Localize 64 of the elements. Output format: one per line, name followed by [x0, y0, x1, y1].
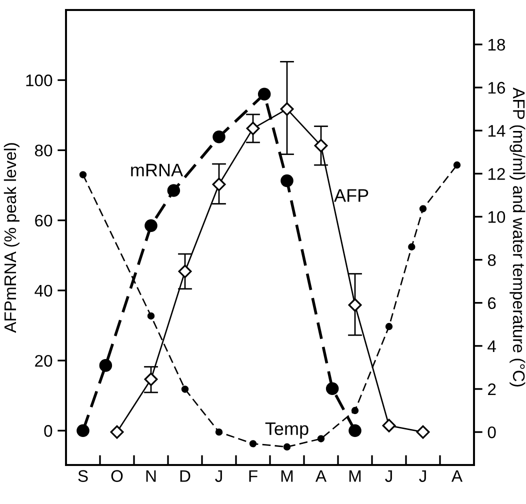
- x-tick-label: O: [111, 470, 123, 482]
- point: [79, 171, 87, 178]
- x-tick-label: J: [385, 470, 392, 482]
- y-tick-label: 40: [34, 284, 52, 297]
- point: [144, 219, 158, 232]
- y2-tick-label: 14: [488, 125, 506, 137]
- point: [249, 440, 257, 448]
- point: [317, 435, 325, 442]
- point: [419, 205, 427, 212]
- series-label: AFP: [334, 189, 368, 202]
- y-tick-label: 20: [35, 354, 52, 367]
- x-tick-label: N: [146, 470, 156, 482]
- point: [280, 174, 294, 188]
- point: [212, 178, 226, 192]
- point: [408, 243, 416, 250]
- series-label: mRNA: [131, 164, 184, 176]
- y-tick-label: 0: [44, 425, 52, 437]
- x-tick-label: J: [419, 470, 426, 482]
- x-tick-label: A: [315, 470, 327, 482]
- y-axis-title: AFPmRNA (% peak level): [4, 143, 20, 333]
- y-tick-label: 100: [26, 74, 52, 86]
- y-tick-label: 80: [34, 144, 52, 156]
- point: [283, 443, 291, 451]
- point: [385, 322, 393, 330]
- point: [167, 184, 180, 197]
- y2-tick-label: 16: [488, 82, 505, 94]
- y2-tick-label: 2: [488, 383, 496, 396]
- point: [326, 382, 339, 395]
- series-label: Temp: [265, 422, 308, 439]
- point: [246, 122, 260, 136]
- x-tick-label: A: [451, 470, 463, 482]
- x-tick-label: M: [281, 470, 293, 482]
- x-tick-label: J: [215, 470, 222, 482]
- point: [416, 425, 430, 439]
- point: [348, 298, 362, 312]
- point: [258, 88, 271, 101]
- x-tick-label: D: [180, 470, 190, 482]
- point: [144, 372, 158, 386]
- point: [110, 425, 124, 439]
- y2-axis-title: AFP (mg/ml) and water temperature (°C): [510, 88, 526, 386]
- y2-tick-label: 0: [488, 426, 496, 438]
- x-tick-label: F: [249, 470, 258, 482]
- point: [314, 138, 328, 152]
- y2-tick-label: 4: [488, 340, 496, 352]
- y2-tick-label: 18: [488, 38, 506, 51]
- point: [99, 359, 112, 372]
- point: [181, 386, 189, 393]
- point: [147, 312, 155, 320]
- y2-tick-label: 12: [488, 168, 505, 180]
- y2-tick-label: 8: [488, 254, 496, 266]
- point: [351, 406, 359, 414]
- x-tick-label: M: [349, 470, 361, 482]
- point: [215, 428, 223, 436]
- point: [76, 424, 90, 438]
- point: [453, 161, 461, 169]
- point: [212, 130, 226, 144]
- x-tick-label: S: [78, 470, 88, 482]
- y2-tick-label: 10: [488, 211, 506, 223]
- point: [348, 424, 362, 438]
- point: [280, 102, 294, 116]
- point: [178, 264, 192, 278]
- y-tick-label: 60: [35, 214, 52, 227]
- point: [382, 418, 396, 432]
- y2-tick-label: 6: [488, 297, 496, 310]
